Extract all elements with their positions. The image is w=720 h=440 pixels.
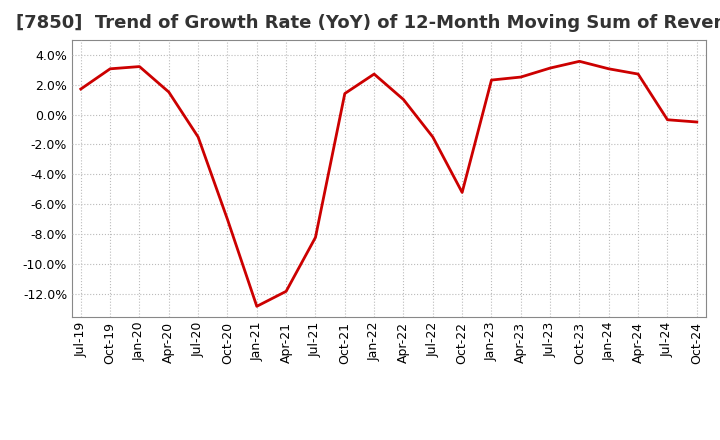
Title: [7850]  Trend of Growth Rate (YoY) of 12-Month Moving Sum of Revenues: [7850] Trend of Growth Rate (YoY) of 12-… (16, 15, 720, 33)
